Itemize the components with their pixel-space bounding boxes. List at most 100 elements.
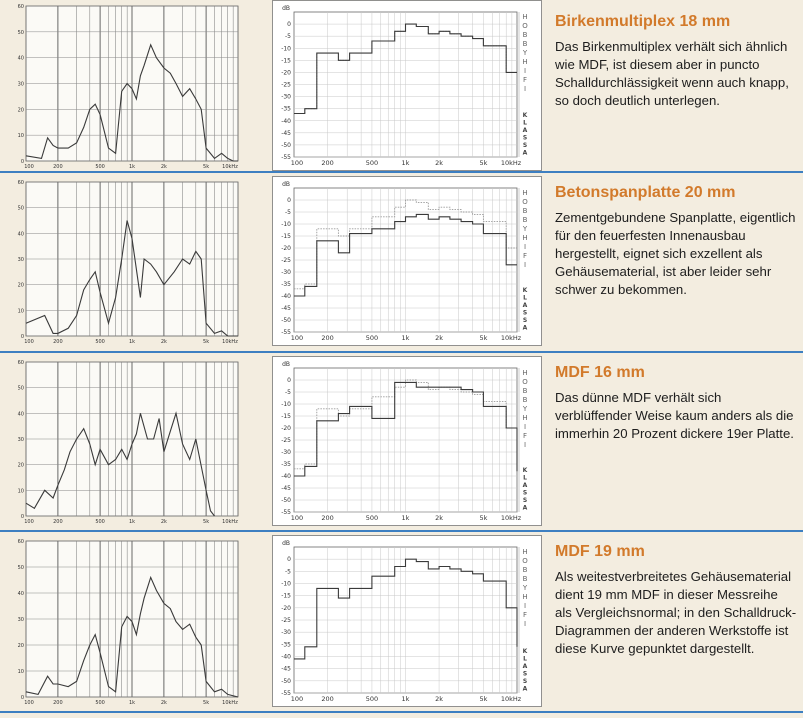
y-tick-label: -55 — [281, 690, 291, 697]
x-tick-label: 500 — [95, 339, 105, 345]
x-tick-label: 1k — [129, 700, 135, 706]
x-tick-label: 2k — [435, 514, 443, 522]
x-tick-label: 200 — [321, 159, 333, 167]
x-tick-label: 2k — [435, 334, 443, 342]
response-curve — [294, 381, 518, 477]
section-text: Das dünne MDF verhält sich verblüffender… — [555, 390, 794, 441]
y-tick-label: 0 — [21, 159, 24, 165]
y-tick-label: -50 — [281, 678, 291, 685]
x-tick-label: 2k — [161, 164, 167, 170]
y-tick-label: 60 — [18, 360, 24, 366]
x-tick-label: 100 — [291, 334, 303, 342]
y-tick-label: 50 — [18, 30, 24, 36]
section-separator — [0, 171, 803, 173]
section-text: Zementgebundene Spanplatte, eigentlich f… — [555, 210, 796, 297]
y-unit-label: dB — [282, 5, 290, 12]
x-tick-label: 10kHz — [501, 334, 522, 342]
y-tick-label: -45 — [281, 305, 291, 312]
x-tick-label: 2k — [435, 695, 443, 703]
y-tick-label: 0 — [21, 514, 24, 520]
x-tick-label: 100 — [24, 339, 34, 345]
x-tick-label: 5k — [479, 514, 487, 522]
y-tick-label: -10 — [281, 581, 291, 588]
y-tick-label: 20 — [18, 107, 24, 113]
x-tick-label: 100 — [291, 514, 303, 522]
x-tick-label: 500 — [366, 334, 378, 342]
y-tick-label: -15 — [281, 413, 291, 420]
y-tick-label: -15 — [281, 57, 291, 64]
y-tick-label: -15 — [281, 233, 291, 240]
y-tick-label: 20 — [18, 463, 24, 469]
y-tick-label: -25 — [281, 257, 291, 264]
x-tick-label: 100 — [24, 164, 34, 170]
y-tick-label: -10 — [281, 45, 291, 52]
response-curve — [25, 220, 238, 337]
y-tick-label: 40 — [18, 56, 24, 62]
y-tick-label: 60 — [18, 539, 24, 545]
y-tick-label: 40 — [18, 411, 24, 417]
y-tick-label: -5 — [285, 389, 291, 396]
y-tick-label: -50 — [281, 497, 291, 504]
y-tick-label: -30 — [281, 629, 291, 636]
section-separator — [0, 711, 803, 713]
x-tick-label: 100 — [24, 519, 34, 525]
y-tick-label: 10 — [18, 308, 24, 314]
y-tick-label: -5 — [285, 33, 291, 40]
y-tick-label: -10 — [281, 221, 291, 228]
x-tick-label: 10kHz — [501, 159, 522, 167]
x-tick-label: 5k — [203, 164, 209, 170]
x-tick-label: 500 — [95, 700, 105, 706]
x-tick-label: 1k — [129, 339, 135, 345]
y-tick-label: -40 — [281, 118, 291, 125]
x-tick-label: 200 — [53, 339, 63, 345]
section-text: Als weitestverbreitetes Gehäusematerial … — [555, 569, 797, 656]
y-tick-label: -20 — [281, 425, 291, 432]
y-tick-label: -20 — [281, 69, 291, 76]
x-tick-label: 5k — [479, 159, 487, 167]
y-tick-label: 0 — [287, 21, 291, 28]
x-tick-label: 1k — [402, 514, 410, 522]
x-tick-label: 1k — [129, 164, 135, 170]
x-tick-label: 200 — [53, 164, 63, 170]
y-tick-label: 30 — [18, 82, 24, 88]
x-tick-label: 500 — [95, 164, 105, 170]
response-curve — [294, 558, 518, 660]
y-tick-label: 50 — [18, 206, 24, 212]
section-text: Das Birkenmultiplex verhält sich ähnlich… — [555, 39, 789, 108]
x-tick-label: 10kHz — [501, 695, 522, 703]
y-tick-label: 50 — [18, 565, 24, 571]
y-tick-label: 50 — [18, 386, 24, 392]
section-title: MDF 16 mm — [555, 364, 645, 381]
y-tick-label: -5 — [285, 568, 291, 575]
reference-curve — [294, 379, 517, 470]
x-tick-label: 10kHz — [501, 514, 522, 522]
x-tick-label: 5k — [203, 339, 209, 345]
y-tick-label: -20 — [281, 245, 291, 252]
section-birkenmultiplex: 60 50 40 30 20 10 0 100 200 500 1k 2k 5k 10kHz dB 0 -5-… — [0, 0, 803, 171]
y-tick-label: 30 — [18, 617, 24, 623]
y-tick-label: 0 — [287, 377, 291, 384]
y-tick-label: 10 — [18, 133, 24, 139]
y-unit-label: dB — [282, 361, 290, 368]
x-tick-label: 10kHz — [222, 519, 238, 525]
y-tick-label: 10 — [18, 669, 24, 675]
y-tick-label: -55 — [281, 329, 291, 336]
x-tick-label: 5k — [479, 334, 487, 342]
y-tick-label: -25 — [281, 437, 291, 444]
y-tick-label: -55 — [281, 154, 291, 161]
y-tick-label: 20 — [18, 283, 24, 289]
y-tick-label: 0 — [287, 556, 291, 563]
x-tick-label: 100 — [291, 159, 303, 167]
y-tick-label: -55 — [281, 509, 291, 516]
x-tick-label: 10kHz — [222, 700, 238, 706]
section-separator — [0, 351, 803, 353]
section-mdf-19: 60 50 40 30 20 10 0 100 200 500 1k 2k 5k 10kHz dB 0 -5-… — [0, 535, 803, 711]
y-tick-label: -15 — [281, 593, 291, 600]
y-tick-label: 0 — [287, 197, 291, 204]
y-tick-label: -5 — [285, 209, 291, 216]
